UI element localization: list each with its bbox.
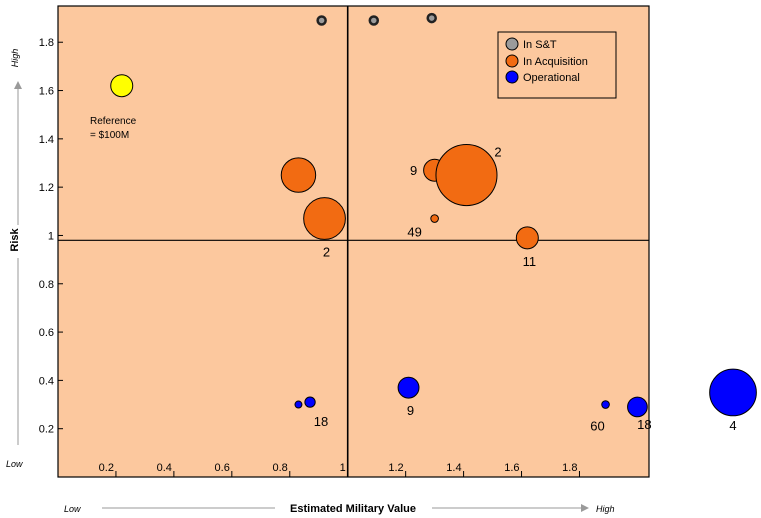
bubble-in-s-t bbox=[426, 12, 437, 24]
y-tick-label: 0.4 bbox=[39, 375, 54, 387]
x-axis-title: Estimated Military Value bbox=[290, 503, 416, 515]
bubble-label: 18 bbox=[637, 417, 651, 432]
x-low-label: Low bbox=[64, 504, 81, 514]
legend-swatch-operational bbox=[505, 70, 519, 84]
y-tick-label: 1 bbox=[48, 230, 54, 242]
reference-label-line2: = $100M bbox=[90, 130, 129, 141]
y-tick-label: 1.2 bbox=[39, 182, 54, 194]
x-high-label: High bbox=[596, 504, 615, 514]
x-tick-label: 1.6 bbox=[504, 462, 519, 474]
bubble-in-acquisition bbox=[430, 214, 439, 223]
legend-swatch-acquisition bbox=[505, 54, 519, 68]
bubble-in-acquisition bbox=[515, 226, 539, 250]
legend-label-st: In S&T bbox=[523, 39, 557, 51]
bubble-in-acquisition bbox=[303, 197, 346, 240]
bubble-label: 49 bbox=[407, 225, 421, 240]
x-tick-label: 0.4 bbox=[157, 462, 172, 474]
bubble-label: 9 bbox=[410, 163, 417, 178]
y-tick-label: 1.6 bbox=[39, 86, 54, 98]
bubble-operational bbox=[397, 376, 420, 399]
legend-swatch-st bbox=[505, 37, 519, 51]
bubble-operational bbox=[294, 400, 303, 409]
reference-bubble bbox=[110, 74, 134, 98]
bubble-label: 11 bbox=[523, 254, 537, 269]
bubble-in-s-t bbox=[316, 15, 327, 26]
y-axis-title: Risk bbox=[9, 228, 21, 252]
x-tick-label: 0.6 bbox=[215, 462, 230, 474]
bubble-in-acquisition bbox=[435, 144, 498, 207]
y-tick-label: 0.2 bbox=[39, 424, 54, 436]
bubble-label: 18 bbox=[314, 414, 328, 429]
y-tick-label: 1.8 bbox=[39, 37, 54, 49]
x-tick-label: 1.2 bbox=[388, 462, 403, 474]
bubble-label: 4 bbox=[729, 418, 736, 433]
x-tick-label: 1.8 bbox=[562, 462, 577, 474]
bubble-operational bbox=[627, 396, 648, 418]
legend-label-acquisition: In Acquisition bbox=[523, 56, 588, 68]
y-tick-label: 1.4 bbox=[39, 134, 54, 146]
bubble-in-s-t bbox=[368, 15, 380, 26]
bubble-label: 2 bbox=[494, 145, 501, 160]
bubble-label: 9 bbox=[407, 403, 414, 418]
bubble-operational bbox=[304, 396, 316, 408]
reference-label-line1: Reference bbox=[90, 116, 137, 127]
bubble-label: 60 bbox=[590, 419, 604, 434]
x-tick-label: 1.4 bbox=[446, 462, 461, 474]
x-tick-label: 1 bbox=[340, 462, 346, 474]
y-low-label: Low bbox=[6, 459, 23, 469]
bubble-operational bbox=[709, 368, 757, 417]
y-high-label: High bbox=[10, 49, 20, 68]
legend: In S&T In Acquisition Operational bbox=[497, 31, 617, 99]
bubble-operational bbox=[601, 400, 610, 409]
x-tick-label: 0.8 bbox=[272, 462, 287, 474]
y-tick-label: 0.6 bbox=[39, 327, 54, 339]
x-tick-label: 0.2 bbox=[99, 462, 114, 474]
y-tick-label: 0.8 bbox=[39, 279, 54, 291]
bubble-in-acquisition bbox=[280, 157, 317, 193]
bubble-label: 2 bbox=[323, 244, 330, 259]
legend-label-operational: Operational bbox=[523, 72, 580, 84]
